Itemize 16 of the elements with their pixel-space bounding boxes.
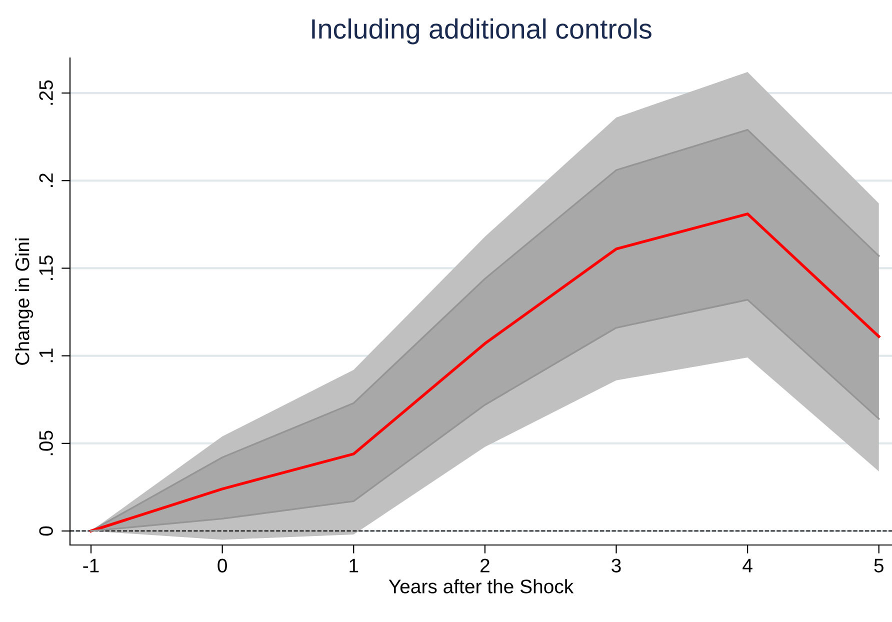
y-tick-label: 0	[39, 526, 53, 536]
x-tick-label: 1	[350, 558, 358, 572]
x-axis-title: Years after the Shock	[388, 579, 574, 594]
y-tick-label: .2	[39, 173, 53, 187]
x-tick-label: 4	[742, 558, 752, 572]
x-tick-label: 2	[480, 558, 490, 572]
y-tick-label: .25	[39, 80, 53, 105]
y-tick-label: .05	[39, 430, 53, 456]
x-tick-label: -1	[83, 558, 99, 572]
chart-title: Including additional controls	[312, 18, 652, 44]
y-tick-label: .15	[39, 256, 53, 280]
x-tick-label: 5	[874, 558, 884, 572]
y-tick-label: .1	[39, 348, 53, 362]
x-tick-label: 3	[612, 558, 621, 572]
x-tick-label: 0	[218, 558, 227, 572]
y-axis-title: Change in Gini	[15, 238, 34, 365]
